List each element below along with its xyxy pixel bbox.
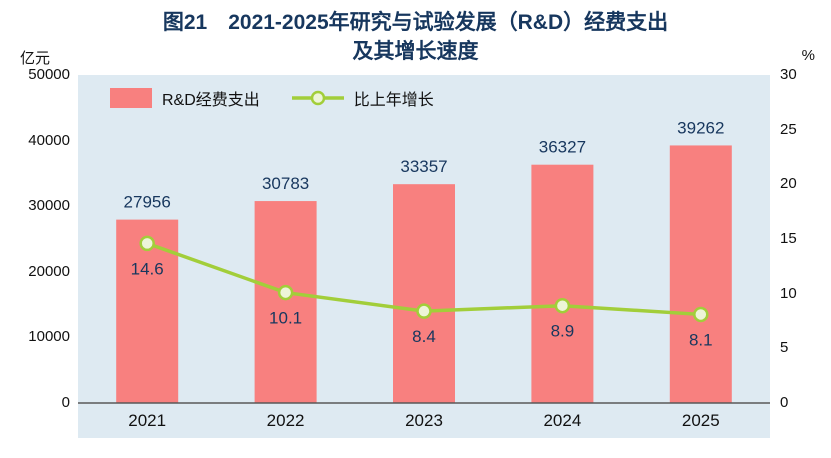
legend-line-swatch (291, 90, 344, 106)
growth-value-label: 10.1 (269, 309, 302, 328)
growth-marker-2022 (277, 284, 294, 301)
bar-2022 (254, 201, 317, 403)
left-axis-unit-label: 亿元 (20, 50, 51, 67)
left-tick-10000: 10000 (28, 328, 70, 346)
right-tick-25: 25 (780, 120, 797, 138)
left-tick-20000: 20000 (28, 262, 70, 280)
left-tick-30000: 30000 (28, 197, 70, 215)
legend-bar-label: R&D经费支出 (162, 92, 260, 109)
bar-2024 (531, 164, 594, 403)
legend: R&D经费支出 比上年增长 (110, 86, 434, 110)
left-tick-0: 0 (61, 394, 70, 411)
bar-value-label: 36327 (539, 138, 586, 157)
bar-value-label: 27956 (124, 193, 171, 212)
growth-marker-2021 (139, 235, 155, 252)
right-axis-unit-label: % (801, 47, 815, 64)
right-tick-5: 5 (780, 339, 789, 357)
legend-bar-swatch (110, 88, 152, 108)
bar-2023 (393, 184, 455, 403)
growth-value-label: 8.9 (551, 322, 575, 341)
growth-value-label: 14.6 (131, 259, 164, 278)
legend-line-label: 比上年增长 (353, 92, 434, 109)
growth-marker-2024 (554, 297, 571, 314)
right-tick-10: 10 (780, 284, 797, 302)
plot-area: 27956 30783 33357 36327 39262 14.6 10.1 8.4 8.9 8… (78, 118, 770, 404)
bar-value-label: 30783 (262, 174, 309, 193)
right-tick-15: 15 (780, 230, 797, 247)
right-tick-0: 0 (780, 394, 789, 411)
growth-marker-2025 (693, 306, 709, 323)
chart-title-line1: 图21 2021-2025年研究与试验发展（R&D）经费支出 (162, 11, 669, 34)
chart-title-line2: 及其增长速度 (352, 40, 479, 63)
growth-value-label: 8.4 (412, 327, 436, 346)
bar-2025 (669, 145, 732, 403)
bar-value-label: 33357 (400, 157, 447, 176)
right-tick-20: 20 (780, 175, 797, 193)
bar-value-label: 39262 (677, 118, 724, 137)
left-tick-50000: 50000 (28, 66, 70, 83)
chart-title: 图21 2021-2025年研究与试验发展（R&D）经费支出 及其增长速度 (0, 8, 831, 66)
growth-marker-2023 (416, 303, 432, 319)
left-tick-40000: 40000 (28, 131, 70, 149)
growth-value-label: 8.1 (689, 330, 713, 349)
right-tick-30: 30 (780, 66, 797, 83)
